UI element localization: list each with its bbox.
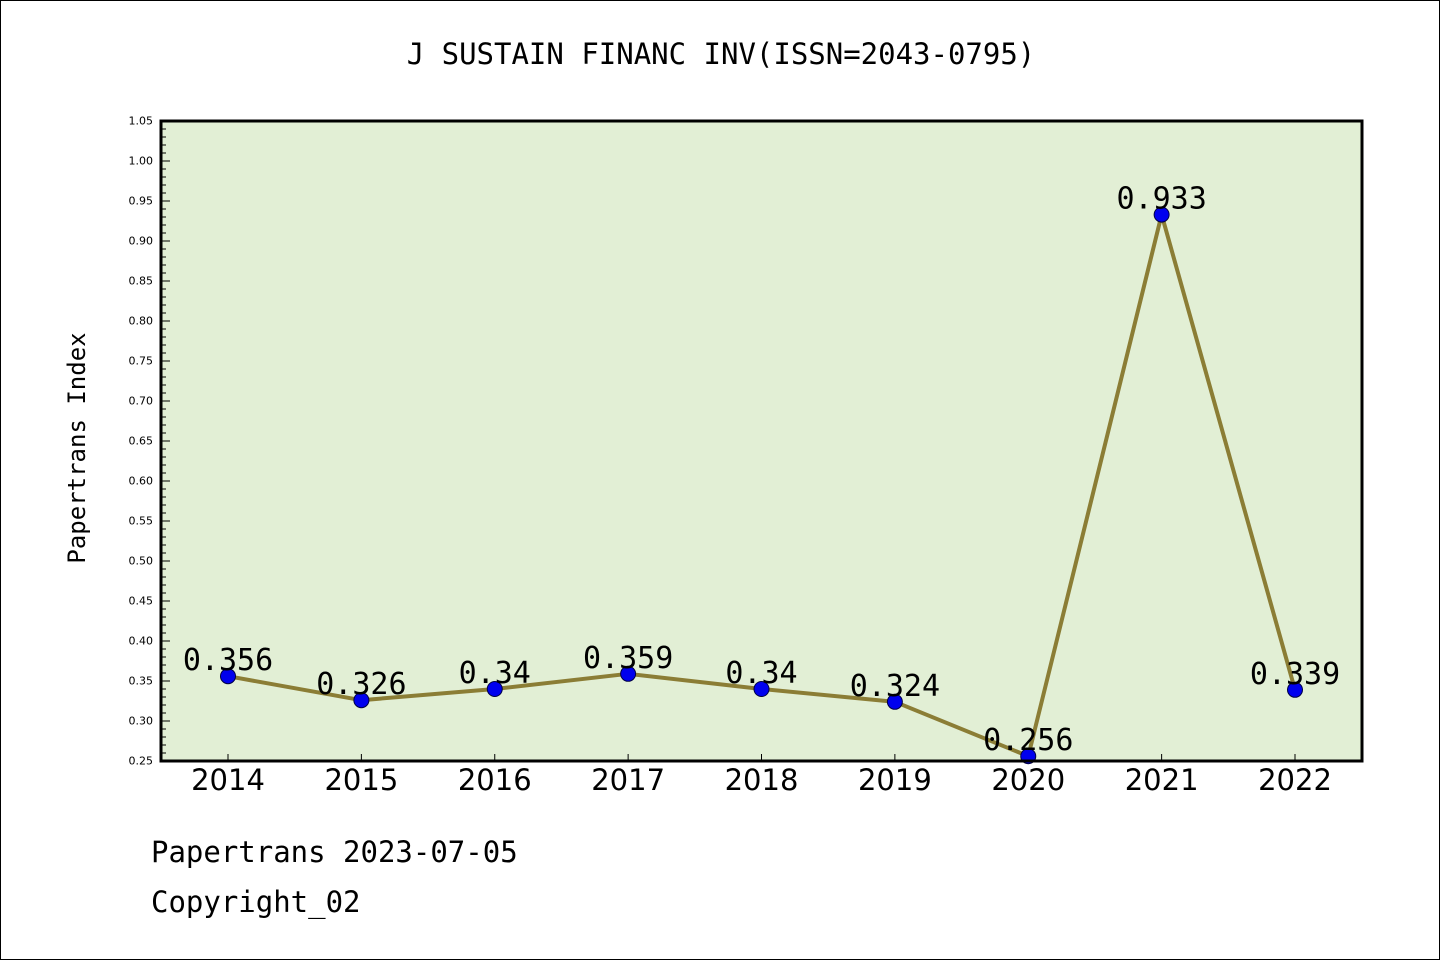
plot-area — [161, 121, 1362, 761]
y-tick-label: 0.80 — [129, 315, 154, 328]
data-point — [220, 668, 236, 685]
y-tick-label: 0.85 — [129, 275, 154, 288]
data-label: 0.356 — [183, 643, 273, 678]
y-tick-label: 1.05 — [129, 115, 154, 128]
y-tick-label: 0.60 — [129, 475, 154, 488]
y-tick-label: 0.65 — [129, 435, 154, 448]
data-label: 0.933 — [1116, 182, 1206, 217]
x-axis: 2014 2015 2016 2017 2018 2019 2020 2021 2022 — [191, 754, 1332, 797]
data-points — [220, 206, 1303, 765]
data-label: 0.256 — [983, 723, 1073, 758]
data-point — [1287, 681, 1303, 698]
data-point — [353, 692, 370, 709]
footer-date: Papertrans 2023-07-05 — [151, 835, 518, 869]
y-tick-label: 1.00 — [129, 155, 154, 168]
data-point — [753, 681, 770, 697]
chart-title: J SUSTAIN FINANC INV(ISSN=2043-0795) — [406, 37, 1036, 71]
x-tick-label: 2022 — [1258, 763, 1332, 797]
x-tick-label: 2017 — [591, 763, 665, 797]
y-tick-label: 0.75 — [129, 355, 154, 368]
footer-copyright: Copyright_02 — [151, 885, 361, 919]
y-tick-label: 0.70 — [129, 395, 154, 408]
x-tick-label: 2020 — [991, 763, 1065, 797]
y-tick-label: 0.55 — [129, 515, 154, 528]
x-tick-label: 2014 — [191, 763, 265, 797]
y-tick-label: 0.25 — [129, 755, 154, 768]
x-tick-label: 2021 — [1125, 763, 1199, 797]
data-label: 0.359 — [583, 641, 673, 676]
plot-frame — [159, 119, 1364, 763]
data-labels: 0.356 0.326 0.34 0.359 0.34 0.324 0.256 0.933 0.… — [183, 182, 1340, 759]
y-axis: 0.25 0.30 0.35 0.40 0.45 0.50 0.55 0.60 0.65 0.70… — [129, 115, 170, 768]
data-label: 0.34 — [459, 656, 531, 691]
y-tick-label: 0.45 — [129, 595, 154, 608]
data-point — [620, 665, 637, 682]
data-label: 0.324 — [850, 669, 940, 704]
y-tick-label: 0.40 — [129, 635, 154, 648]
y-tick-label: 0.50 — [129, 555, 154, 568]
x-tick-label: 2016 — [458, 763, 532, 797]
data-label: 0.339 — [1250, 657, 1340, 692]
data-label: 0.326 — [316, 667, 406, 702]
x-tick-label: 2015 — [324, 763, 398, 797]
data-point — [486, 681, 503, 697]
x-tick-label: 2019 — [858, 763, 932, 797]
y-tick-label: 0.30 — [129, 715, 154, 728]
x-tick-label: 2018 — [725, 763, 799, 797]
y-tick-label: 0.35 — [129, 675, 154, 688]
data-label: 0.34 — [725, 656, 797, 691]
data-point — [1153, 206, 1170, 223]
y-axis-label: Papertrans Index — [63, 332, 91, 563]
data-point — [886, 693, 903, 710]
y-tick-label: 0.90 — [129, 235, 154, 248]
y-tick-label: 0.95 — [129, 195, 154, 208]
